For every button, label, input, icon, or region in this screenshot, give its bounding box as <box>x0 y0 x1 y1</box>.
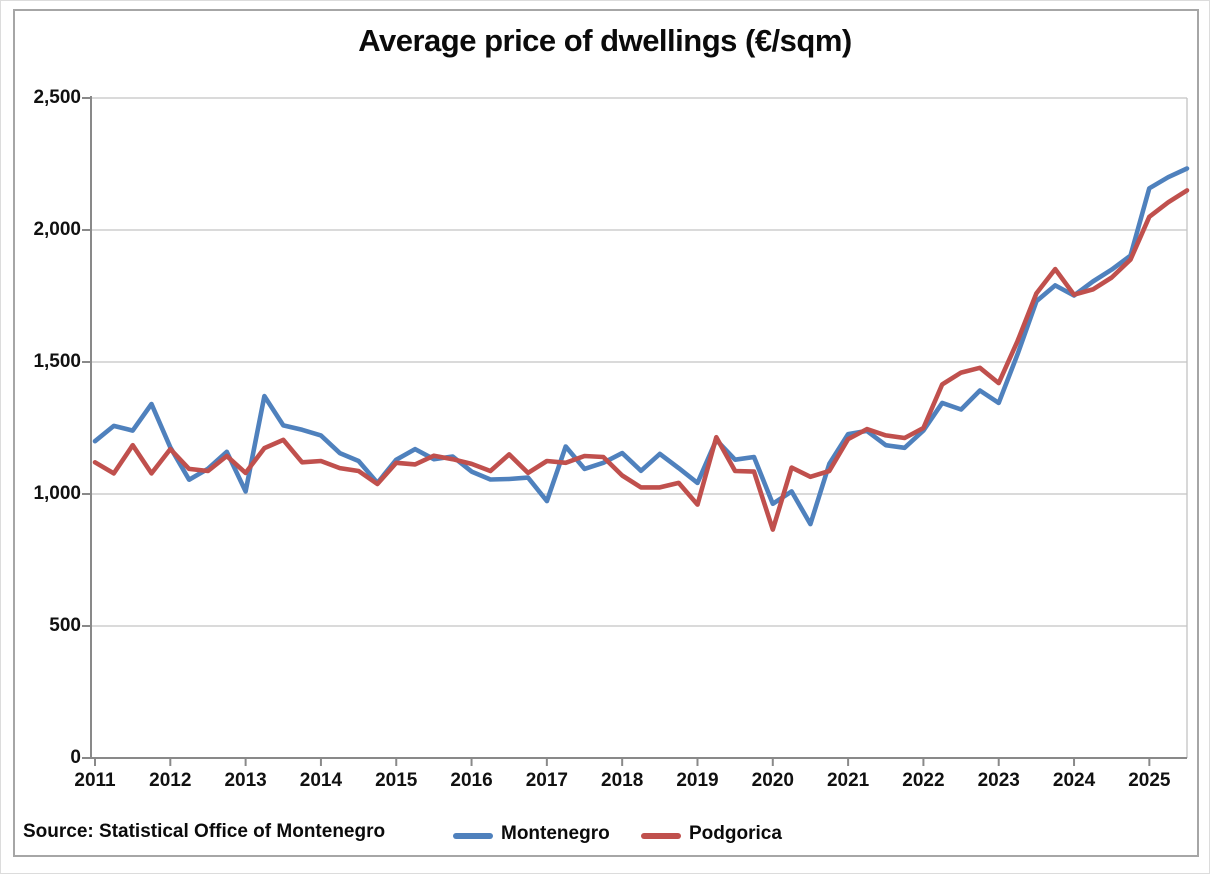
chart-title: Average price of dwellings (€/sqm) <box>358 23 852 58</box>
y-axis-tick-label: 2,500 <box>33 87 81 108</box>
y-axis-tick-label: 500 <box>49 615 81 636</box>
legend-label-montenegro: Montenegro <box>501 823 610 844</box>
x-axis-tick-label: 2017 <box>525 770 568 791</box>
chart-frame <box>13 9 1199 857</box>
series-line-podgorica <box>92 188 1190 532</box>
x-axis-tick-label: 2025 <box>1128 770 1171 791</box>
x-axis-tick-label: 2014 <box>299 770 343 791</box>
x-axis-tick-label: 2021 <box>826 770 870 791</box>
legend-swatch-montenegro <box>453 833 493 839</box>
series-line-montenegro <box>92 166 1190 527</box>
y-axis-tick-label: 1,500 <box>33 351 81 372</box>
x-axis-tick-label: 2019 <box>676 770 719 791</box>
x-axis-tick-label: 2016 <box>450 770 493 791</box>
x-axis-tick-label: 2020 <box>751 770 794 791</box>
x-axis-tick-label: 2022 <box>902 770 945 791</box>
x-axis-tick-label: 2013 <box>224 770 267 791</box>
x-axis-tick-label: 2024 <box>1052 770 1096 791</box>
x-axis-tick-label: 2012 <box>149 770 192 791</box>
legend-label-podgorica: Podgorica <box>689 823 782 844</box>
y-axis-tick-label: 0 <box>70 747 81 768</box>
x-axis-tick-label: 2023 <box>977 770 1020 791</box>
legend-swatch-podgorica <box>641 833 681 839</box>
source-note: Source: Statistical Office of Montenegro <box>23 821 386 842</box>
x-axis-tick-label: 2018 <box>601 770 644 791</box>
x-axis-tick-label: 2015 <box>375 770 418 791</box>
y-axis-tick-label: 1,000 <box>33 483 81 504</box>
x-axis-tick-label: 2011 <box>74 770 116 791</box>
y-axis-tick-label: 2,000 <box>33 219 81 240</box>
